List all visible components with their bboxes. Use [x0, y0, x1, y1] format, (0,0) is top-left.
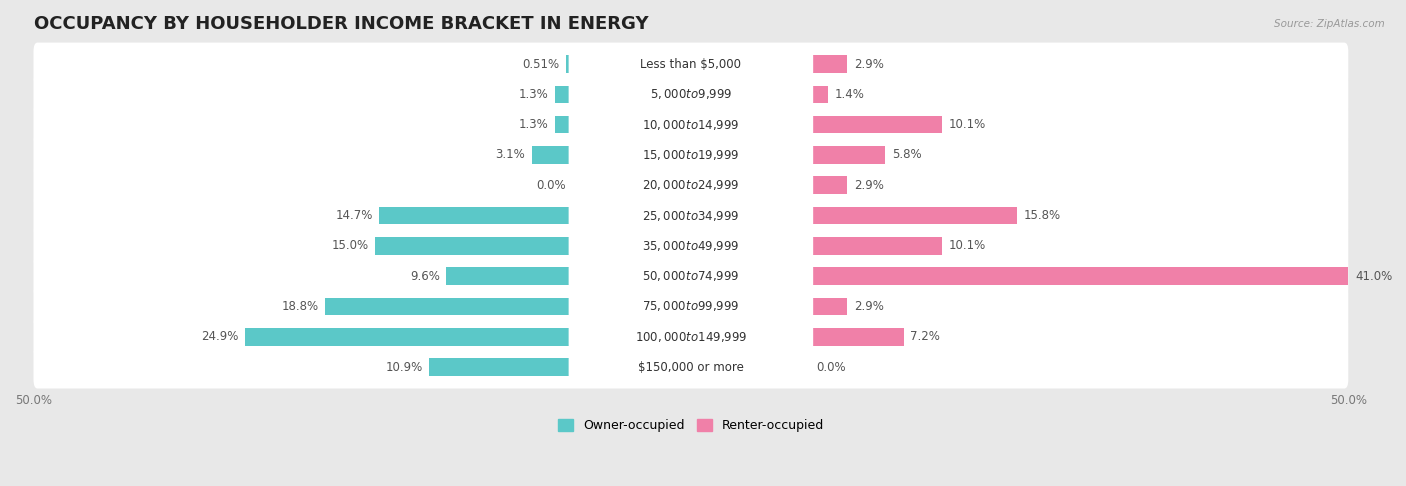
Bar [245, 328, 572, 346]
FancyBboxPatch shape [568, 290, 813, 323]
Text: $5,000 to $9,999: $5,000 to $9,999 [650, 87, 733, 102]
Bar [380, 207, 572, 225]
FancyBboxPatch shape [568, 350, 813, 383]
Bar [810, 176, 848, 194]
Text: 1.3%: 1.3% [519, 88, 548, 101]
Text: Source: ZipAtlas.com: Source: ZipAtlas.com [1274, 19, 1385, 30]
Text: $50,000 to $74,999: $50,000 to $74,999 [643, 269, 740, 283]
Bar [810, 267, 1348, 285]
FancyBboxPatch shape [34, 346, 1348, 388]
FancyBboxPatch shape [34, 225, 1348, 267]
Bar [325, 297, 572, 315]
Bar [429, 358, 572, 376]
Bar [810, 116, 942, 134]
FancyBboxPatch shape [568, 199, 813, 232]
FancyBboxPatch shape [34, 285, 1348, 328]
Bar [810, 86, 828, 103]
Bar [810, 146, 886, 164]
Text: 18.8%: 18.8% [281, 300, 319, 313]
Text: 24.9%: 24.9% [201, 330, 239, 343]
Text: 5.8%: 5.8% [891, 148, 922, 161]
FancyBboxPatch shape [568, 229, 813, 262]
FancyBboxPatch shape [568, 320, 813, 353]
FancyBboxPatch shape [568, 108, 813, 141]
Bar [810, 55, 848, 73]
FancyBboxPatch shape [34, 73, 1348, 116]
Text: $15,000 to $19,999: $15,000 to $19,999 [643, 148, 740, 162]
FancyBboxPatch shape [568, 78, 813, 111]
Text: 15.0%: 15.0% [332, 239, 368, 252]
Bar [810, 237, 942, 255]
Text: $10,000 to $14,999: $10,000 to $14,999 [643, 118, 740, 132]
Text: $35,000 to $49,999: $35,000 to $49,999 [643, 239, 740, 253]
FancyBboxPatch shape [568, 169, 813, 202]
Text: 15.8%: 15.8% [1024, 209, 1060, 222]
FancyBboxPatch shape [34, 315, 1348, 358]
Bar [810, 328, 904, 346]
FancyBboxPatch shape [34, 103, 1348, 146]
Text: 0.0%: 0.0% [536, 179, 567, 192]
Bar [555, 86, 572, 103]
Text: 2.9%: 2.9% [853, 179, 884, 192]
Text: 0.0%: 0.0% [815, 361, 845, 374]
Text: 7.2%: 7.2% [911, 330, 941, 343]
Text: $150,000 or more: $150,000 or more [638, 361, 744, 374]
Text: 3.1%: 3.1% [495, 148, 526, 161]
Bar [375, 237, 572, 255]
Text: 14.7%: 14.7% [336, 209, 373, 222]
Text: 1.4%: 1.4% [834, 88, 865, 101]
FancyBboxPatch shape [34, 164, 1348, 207]
FancyBboxPatch shape [34, 43, 1348, 86]
Text: 2.9%: 2.9% [853, 58, 884, 70]
FancyBboxPatch shape [34, 194, 1348, 237]
Bar [810, 297, 848, 315]
Bar [565, 55, 572, 73]
Text: OCCUPANCY BY HOUSEHOLDER INCOME BRACKET IN ENERGY: OCCUPANCY BY HOUSEHOLDER INCOME BRACKET … [34, 15, 648, 33]
Text: $100,000 to $149,999: $100,000 to $149,999 [634, 330, 747, 344]
Text: $25,000 to $34,999: $25,000 to $34,999 [643, 208, 740, 223]
FancyBboxPatch shape [568, 48, 813, 81]
Text: 10.1%: 10.1% [949, 118, 986, 131]
Bar [446, 267, 572, 285]
Legend: Owner-occupied, Renter-occupied: Owner-occupied, Renter-occupied [553, 414, 830, 437]
Text: 10.9%: 10.9% [385, 361, 423, 374]
Text: 10.1%: 10.1% [949, 239, 986, 252]
Text: 2.9%: 2.9% [853, 300, 884, 313]
Bar [531, 146, 572, 164]
Text: 0.51%: 0.51% [522, 58, 560, 70]
FancyBboxPatch shape [34, 255, 1348, 297]
Text: 41.0%: 41.0% [1355, 270, 1392, 283]
FancyBboxPatch shape [568, 260, 813, 293]
Text: $75,000 to $99,999: $75,000 to $99,999 [643, 299, 740, 313]
Bar [810, 207, 1017, 225]
Bar [555, 116, 572, 134]
Text: 9.6%: 9.6% [411, 270, 440, 283]
Text: Less than $5,000: Less than $5,000 [640, 58, 741, 70]
FancyBboxPatch shape [34, 134, 1348, 176]
Text: $20,000 to $24,999: $20,000 to $24,999 [643, 178, 740, 192]
FancyBboxPatch shape [568, 139, 813, 172]
Text: 1.3%: 1.3% [519, 118, 548, 131]
